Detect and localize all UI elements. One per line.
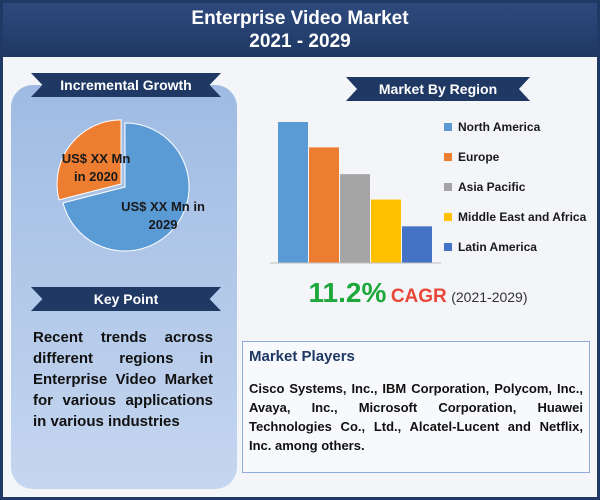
legend-label: North America (458, 120, 541, 134)
pie-slice (56, 119, 122, 201)
cagr-value: 11.2% (308, 277, 387, 308)
bar (371, 199, 401, 263)
legend-label: Middle East and Africa (458, 210, 587, 224)
market-players: Market Players Cisco Systems, Inc., IBM … (242, 341, 590, 473)
bar (309, 147, 339, 263)
legend-swatch (444, 213, 452, 221)
legend-swatch (444, 153, 452, 161)
title-bar: Enterprise Video Market 2021 - 2029 (3, 3, 597, 57)
pie-label: US$ XX Mn (62, 151, 131, 166)
bar (402, 226, 432, 263)
market-players-text: Cisco Systems, Inc., IBM Corporation, Po… (249, 381, 583, 453)
pie-label: in 2020 (74, 169, 118, 184)
key-point-text: Recent trends across different regions i… (33, 329, 213, 430)
bar (340, 174, 370, 263)
cagr-label: CAGR (390, 286, 447, 307)
legend-swatch (444, 123, 452, 131)
cagr: 11.2% CAGR (2021-2029) (243, 277, 593, 309)
legend-label: Europe (458, 150, 500, 164)
legend-swatch (444, 183, 452, 191)
market-by-region-heading: Market By Region (346, 77, 530, 101)
title: Enterprise Video Market (191, 8, 409, 29)
incremental-growth-heading: Incremental Growth (31, 73, 221, 97)
legend-swatch (444, 243, 452, 251)
pie-slice (62, 122, 190, 252)
legend-label: Asia Pacific (458, 180, 526, 194)
bar (278, 122, 308, 263)
legend-label: Latin America (458, 240, 537, 254)
cagr-period: (2021-2029) (451, 289, 528, 305)
pie-label: 2029 (149, 217, 178, 232)
subtitle: 2021 - 2029 (249, 31, 351, 52)
market-players-heading: Market Players (249, 348, 355, 365)
key-point-heading: Key Point (31, 287, 221, 311)
pie-label: US$ XX Mn in (121, 199, 205, 214)
